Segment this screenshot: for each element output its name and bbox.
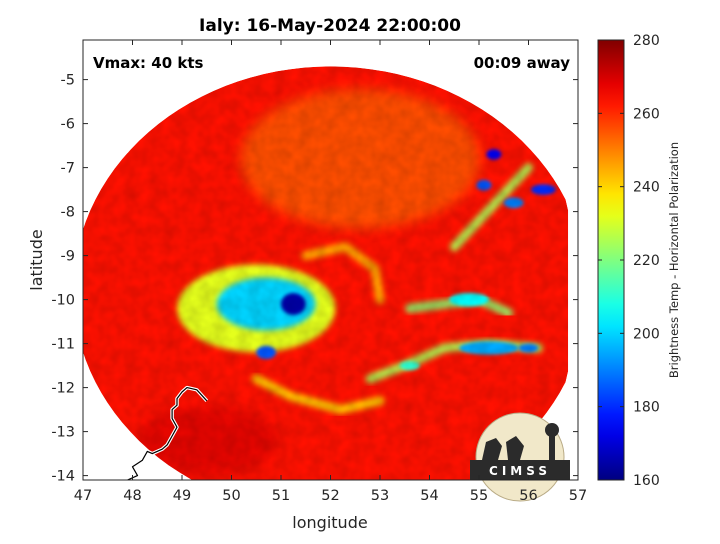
satellite-dish-icon xyxy=(482,438,502,460)
y-tick-label: -5 xyxy=(61,73,75,89)
colorbar-tick-label: 180 xyxy=(633,400,660,416)
logo-text: CIMSS xyxy=(489,464,551,478)
time-away-annotation: 00:09 away xyxy=(474,54,571,72)
coastline-layer xyxy=(126,385,209,480)
colorbar-tick-label: 220 xyxy=(633,253,660,269)
plot-area: CIMSS 47 48 49 50 51 52 53 54 55 56 57 -5-6-7-8-9-… xyxy=(51,39,587,504)
vmax-annotation: Vmax: 40 kts xyxy=(93,54,203,72)
x-axis-label: longitude xyxy=(292,513,367,532)
logo-banner xyxy=(470,460,570,480)
x-tick-label: 55 xyxy=(470,488,488,504)
x-tick-label: 47 xyxy=(74,488,92,504)
x-axis: 47 48 49 50 51 52 53 54 55 56 57 xyxy=(74,40,587,504)
chart-title: Ialy: 16-May-2024 22:00:00 xyxy=(199,16,461,36)
colorbar-tick-label: 240 xyxy=(633,180,660,196)
x-tick-label: 53 xyxy=(371,488,389,504)
colorbar-tick-label: 200 xyxy=(633,326,660,342)
y-tick-label: -12 xyxy=(51,381,75,397)
y-axis-label: latitude xyxy=(27,229,46,290)
coastline xyxy=(127,387,208,480)
colorbar-tick-label: 280 xyxy=(633,33,660,49)
x-tick-label: 52 xyxy=(321,488,339,504)
water-tower-leg xyxy=(549,436,555,460)
y-tick-label: -14 xyxy=(51,469,75,485)
colorbar: 160 180 200 220 240 260 280 Brightness Temp - … xyxy=(597,33,681,489)
x-tick-label: 56 xyxy=(519,488,537,504)
satellite-dish-icon xyxy=(506,436,524,460)
x-tick-label: 51 xyxy=(272,488,290,504)
x-tick-label: 48 xyxy=(123,488,141,504)
cimss-logo: CIMSS xyxy=(470,412,570,502)
water-tower-icon xyxy=(545,423,559,437)
x-tick-label: 57 xyxy=(569,488,587,504)
x-tick-label: 50 xyxy=(222,488,240,504)
swath-texture xyxy=(83,66,569,480)
colorbar-ticks: 160 180 200 220 240 260 280 xyxy=(598,33,660,489)
y-tick-label: -6 xyxy=(61,117,75,133)
y-tick-label: -9 xyxy=(61,249,75,265)
y-tick-label: -11 xyxy=(51,337,75,353)
y-axis: -5 -6 -7 -8 -9 -10 -11 -12 -13 -14 xyxy=(51,73,578,485)
colorbar-label: Brightness Temp - Horizontal Polarizatio… xyxy=(667,142,681,378)
x-tick-label: 49 xyxy=(173,488,191,504)
y-tick-label: -10 xyxy=(51,293,75,309)
y-tick-label: -13 xyxy=(51,425,75,441)
x-tick-label: 54 xyxy=(420,488,438,504)
y-tick-label: -8 xyxy=(61,205,75,221)
colorbar-tick-label: 160 xyxy=(633,473,660,489)
swath xyxy=(83,66,569,480)
colorbar-tick-label: 260 xyxy=(633,106,660,122)
swath-layer xyxy=(83,66,569,480)
y-tick-label: -7 xyxy=(61,161,75,177)
